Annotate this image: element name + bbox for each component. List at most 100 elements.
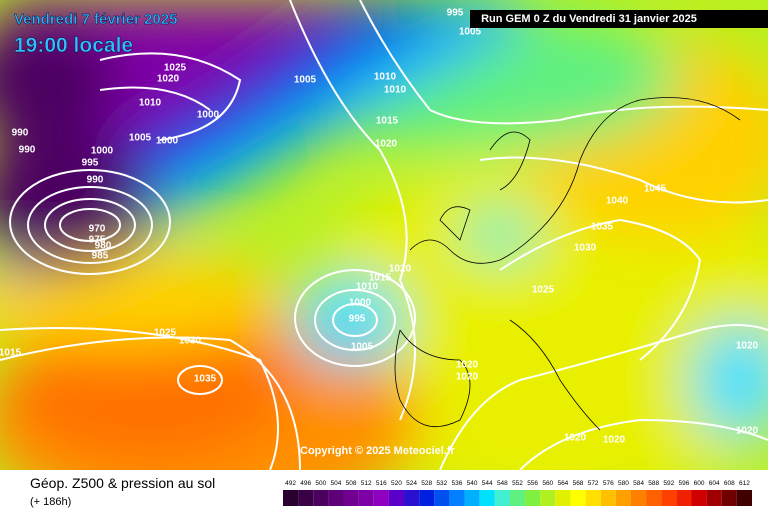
isobar-label: 995 bbox=[447, 8, 464, 19]
scale-swatch bbox=[555, 490, 571, 506]
isobar-label: 1045 bbox=[644, 184, 667, 195]
isobar-label: 1025 bbox=[164, 63, 187, 74]
scale-label: 508 bbox=[346, 480, 357, 487]
scale-swatch bbox=[419, 490, 435, 506]
scale-swatch bbox=[434, 490, 450, 506]
isobar-label: 1020 bbox=[736, 341, 759, 352]
isobar-label: 1030 bbox=[179, 336, 202, 347]
isobar-label: 1025 bbox=[532, 285, 555, 296]
scale-swatch bbox=[404, 490, 420, 506]
isobar-label: 1020 bbox=[603, 435, 626, 446]
scale-label: 500 bbox=[315, 480, 326, 487]
isobar-label: 1000 bbox=[156, 136, 179, 147]
run-box bbox=[470, 10, 768, 28]
scale-label: 576 bbox=[603, 480, 614, 487]
scale-swatch bbox=[600, 490, 616, 506]
scale-swatch bbox=[328, 490, 344, 506]
scale-swatch bbox=[630, 490, 647, 506]
scale-label: 540 bbox=[467, 480, 478, 487]
scale-swatch bbox=[736, 490, 752, 506]
scale-swatch bbox=[464, 490, 480, 506]
isobar-label: 990 bbox=[87, 175, 104, 186]
scale-label: 512 bbox=[361, 480, 372, 487]
scale-label: 532 bbox=[436, 480, 447, 487]
scale-label: 524 bbox=[406, 480, 417, 487]
isobar-label: 1000 bbox=[91, 146, 114, 157]
isobar-label: 985 bbox=[92, 251, 109, 262]
scale-label: 560 bbox=[542, 480, 553, 487]
isobar-label: 995 bbox=[349, 314, 366, 325]
isobar-label: 1015 bbox=[376, 116, 399, 127]
scale-label: 604 bbox=[709, 480, 720, 487]
isobar-label: 1020 bbox=[456, 372, 479, 383]
scale-swatch bbox=[646, 490, 662, 506]
scale-swatch bbox=[676, 490, 692, 506]
scale-swatch bbox=[721, 490, 737, 506]
isobar-label: 1000 bbox=[197, 110, 220, 121]
isobar-label: 1020 bbox=[564, 433, 587, 444]
isobar-label: 990 bbox=[12, 128, 29, 139]
scale-label: 516 bbox=[376, 480, 387, 487]
scale-swatch bbox=[373, 490, 389, 506]
isobar-label: 1020 bbox=[389, 264, 412, 275]
isobar-label: 1010 bbox=[356, 282, 379, 293]
isobar-label: 1010 bbox=[139, 98, 162, 109]
scale-label: 580 bbox=[618, 480, 629, 487]
isobar-label: 1005 bbox=[459, 27, 482, 38]
isobar-label: 1025 bbox=[154, 328, 177, 339]
scale-swatch bbox=[615, 490, 631, 506]
scale-swatch bbox=[509, 490, 526, 506]
scale-swatch bbox=[525, 490, 541, 506]
scale-label: 548 bbox=[497, 480, 508, 487]
scale-swatch bbox=[585, 490, 601, 506]
isobar-label: 1005 bbox=[351, 342, 374, 353]
date-text: Vendredi 7 février 2025 bbox=[14, 11, 177, 28]
isobar-label: 975 bbox=[89, 235, 106, 246]
isobar-label: 1020 bbox=[456, 360, 479, 371]
scale-label: 588 bbox=[648, 480, 659, 487]
scale-swatch bbox=[343, 490, 359, 506]
scale-label: 552 bbox=[512, 480, 523, 487]
scale-label: 492 bbox=[285, 480, 296, 487]
isobar-label: 1020 bbox=[375, 139, 398, 150]
scale-swatch bbox=[283, 490, 299, 506]
isobar-label: 1015 bbox=[369, 273, 392, 284]
isobar-label: 1035 bbox=[194, 374, 217, 385]
isobar-label: 1035 bbox=[591, 222, 614, 233]
isobar-label: 1005 bbox=[294, 75, 317, 86]
isobar-label: 990 bbox=[19, 145, 36, 156]
isobar-label: 1030 bbox=[574, 243, 597, 254]
scale-swatch bbox=[358, 490, 374, 506]
scale-label: 592 bbox=[663, 480, 674, 487]
isobar-label: 1020 bbox=[736, 426, 759, 437]
scale-swatch bbox=[313, 490, 329, 506]
isobars bbox=[0, 0, 768, 470]
isobar-label: 970 bbox=[89, 224, 106, 235]
run-text: Run GEM 0 Z du Vendredi 31 janvier 2025 bbox=[481, 13, 697, 25]
scale-swatch bbox=[479, 490, 495, 506]
scale-label: 496 bbox=[300, 480, 311, 487]
scale-label: 568 bbox=[573, 480, 584, 487]
scale-swatch bbox=[494, 490, 510, 506]
scale-label: 608 bbox=[724, 480, 735, 487]
scale-swatch bbox=[540, 490, 556, 506]
scale-swatch bbox=[388, 490, 405, 506]
scale-label: 556 bbox=[527, 480, 538, 487]
isobar-label: 1000 bbox=[349, 298, 372, 309]
scale-label: 528 bbox=[421, 480, 432, 487]
scale-label: 600 bbox=[694, 480, 705, 487]
isobar-label: 1015 bbox=[0, 348, 22, 359]
scale-label: 544 bbox=[482, 480, 493, 487]
footer-title: Géop. Z500 & pression au sol bbox=[30, 475, 215, 491]
scale-label: 584 bbox=[633, 480, 644, 487]
isobar-label: 995 bbox=[82, 158, 99, 169]
isobar-label: 1010 bbox=[384, 85, 407, 96]
isobar-label: 1020 bbox=[157, 74, 180, 85]
isobar-label: 1005 bbox=[129, 133, 152, 144]
scale-swatch bbox=[706, 490, 722, 506]
time-text: 19:00 locale bbox=[14, 34, 133, 57]
scale-label: 596 bbox=[678, 480, 689, 487]
scale-label: 572 bbox=[588, 480, 599, 487]
